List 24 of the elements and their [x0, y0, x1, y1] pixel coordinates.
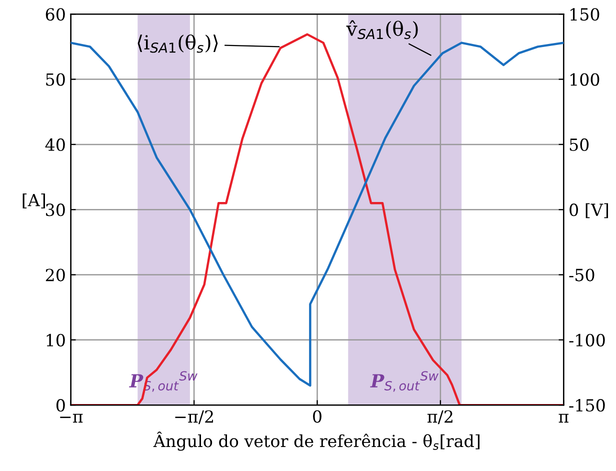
- y-tick-label: 60: [46, 8, 65, 21]
- y2-tick-label: 100: [570, 73, 600, 86]
- y2-tick-label: 0 [V]: [570, 203, 608, 218]
- y2-tick-label: -50: [569, 268, 594, 282]
- x-tick-label: π/2: [427, 410, 452, 424]
- annotation: ⟨i$_{SA1}$(θ$_{s}$)⟩: [138, 34, 218, 53]
- y-axis-title: [A]: [22, 193, 45, 208]
- y-tick-label: 20: [46, 268, 65, 282]
- y2-tick-label: 150: [570, 8, 600, 21]
- y-tick-label: 0: [56, 399, 65, 412]
- y2-tick-label: -150: [569, 399, 605, 412]
- x-tick-label: 0: [313, 410, 322, 423]
- y-tick-label: 40: [45, 138, 65, 152]
- x-tick-label: −π/2: [175, 410, 213, 424]
- x-tick-label: π: [558, 414, 569, 423]
- x-axis-title: Ângulo do vetor de referência - θ$_{s}$[rad]: [153, 432, 480, 451]
- y2-tick-label: -100: [569, 334, 605, 346]
- y-tick-label: 30: [46, 204, 65, 216]
- y-tick-label: 10: [46, 334, 65, 346]
- band-label: P$_{S,out}$$^{Sw}$: [370, 371, 439, 392]
- x-tick-label: −π: [60, 414, 83, 423]
- y2-tick-label: 50: [570, 138, 589, 152]
- y-tick-label: 50: [46, 73, 65, 86]
- annotation: v̂$_{SA1}$(θ$_{s}$): [346, 20, 418, 40]
